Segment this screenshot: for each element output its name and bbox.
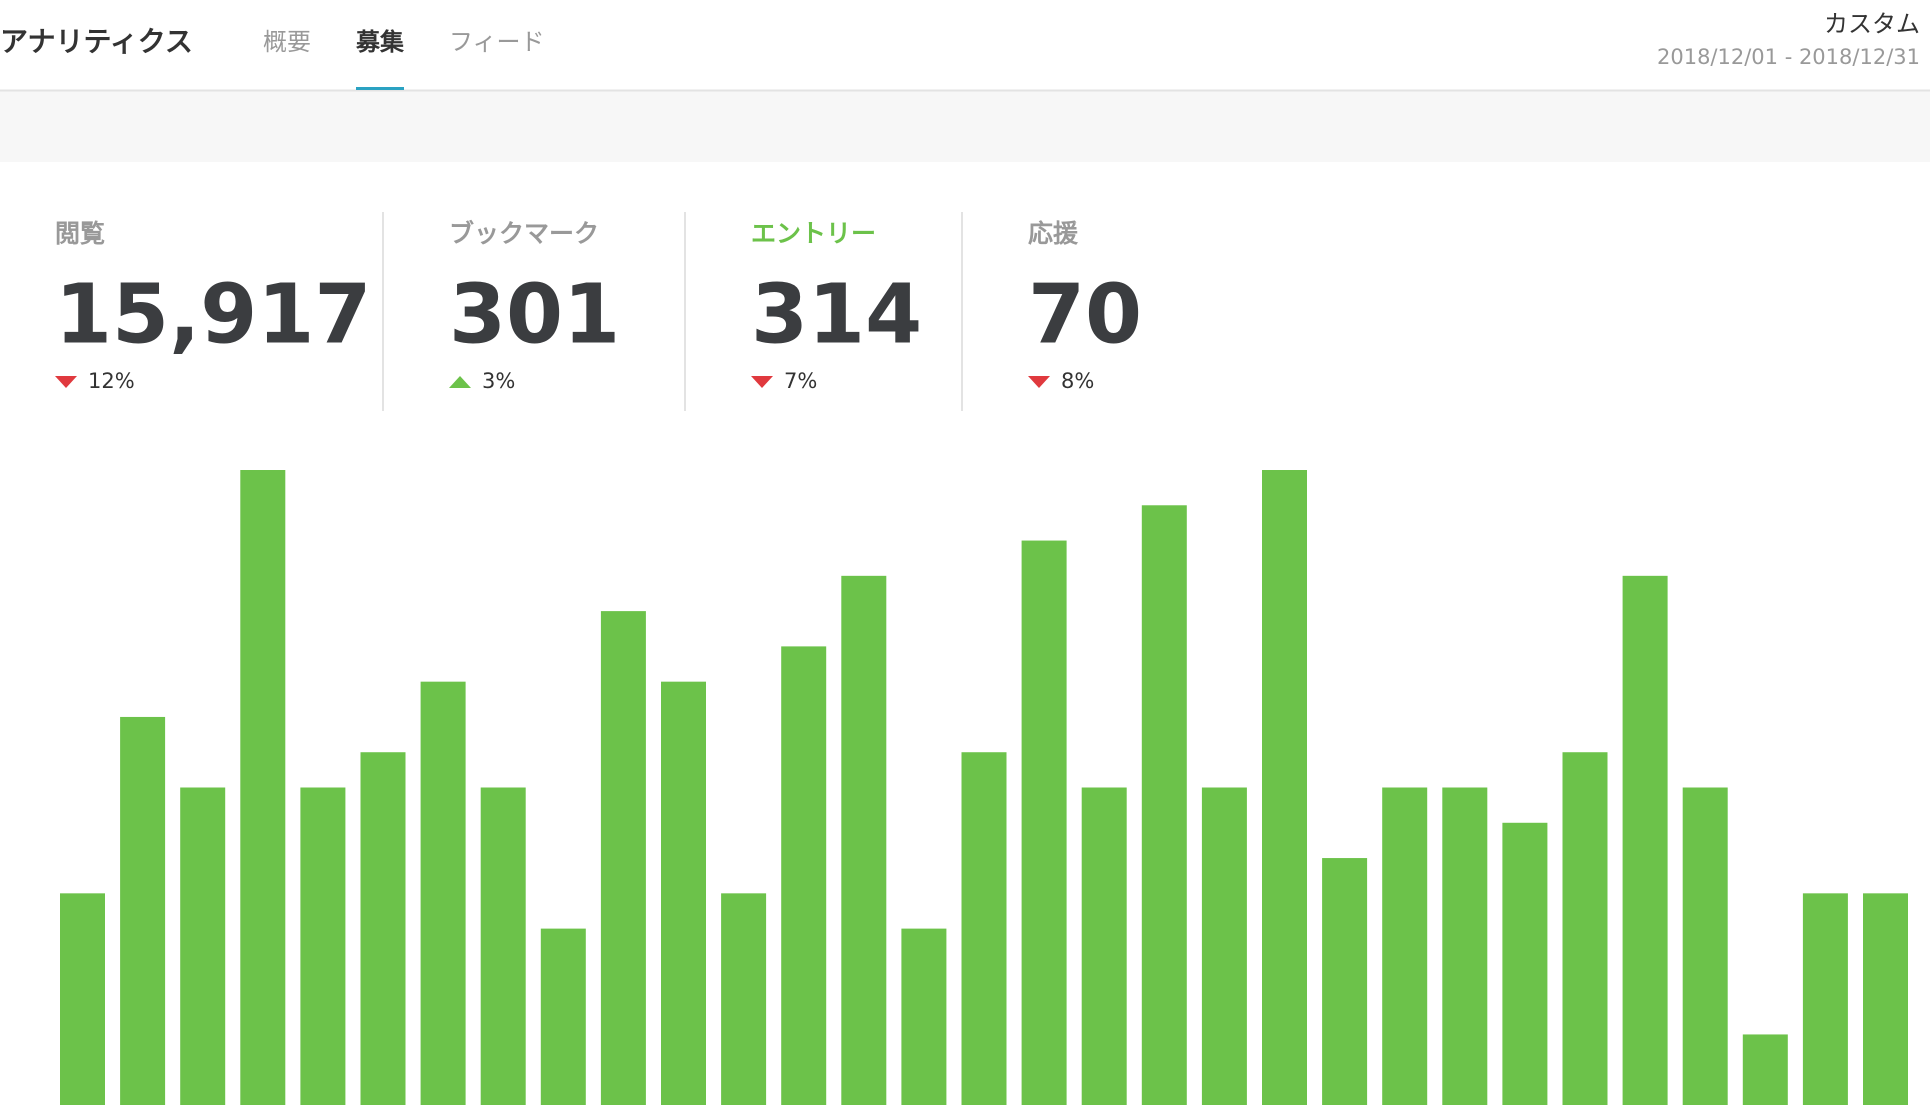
- stat-change: 12%: [88, 369, 135, 393]
- bar[interactable]: [1863, 893, 1908, 1105]
- bar[interactable]: [1442, 787, 1488, 1106]
- nav-tab[interactable]: 募集: [355, 28, 405, 56]
- bar[interactable]: [961, 752, 1007, 1105]
- trend-down-icon: [55, 376, 77, 388]
- stat-label[interactable]: 閲覧: [55, 219, 105, 248]
- bar[interactable]: [420, 681, 466, 1105]
- bar[interactable]: [360, 752, 406, 1105]
- bar[interactable]: [1802, 893, 1848, 1105]
- stat-value: 314: [751, 267, 922, 362]
- stat-change: 8%: [1061, 369, 1094, 393]
- bar[interactable]: [721, 893, 767, 1105]
- stat-value: 301: [449, 267, 620, 362]
- trend-down-icon: [1028, 376, 1050, 388]
- bar[interactable]: [180, 787, 226, 1106]
- bar[interactable]: [60, 893, 105, 1105]
- date-range[interactable]: 2018/12/01 - 2018/12/31: [1657, 45, 1920, 69]
- bar[interactable]: [1622, 575, 1668, 1105]
- stat-value: 70: [1028, 267, 1142, 362]
- filter-band: [0, 91, 1930, 162]
- bar[interactable]: [1021, 540, 1067, 1105]
- bar[interactable]: [661, 681, 706, 1105]
- bar[interactable]: [1562, 752, 1608, 1105]
- bar[interactable]: [480, 787, 526, 1106]
- range-label[interactable]: カスタム: [1824, 10, 1920, 38]
- bar[interactable]: [1382, 787, 1428, 1106]
- bar[interactable]: [901, 928, 947, 1105]
- page-title: アナリティクス: [0, 25, 193, 58]
- stat-label[interactable]: エントリー: [751, 219, 876, 248]
- bar[interactable]: [1081, 787, 1127, 1106]
- stat-label[interactable]: ブックマーク: [449, 219, 599, 248]
- bar[interactable]: [540, 928, 586, 1105]
- bar[interactable]: [600, 611, 646, 1105]
- nav-tab[interactable]: フィード: [449, 28, 545, 56]
- bar[interactable]: [1682, 787, 1728, 1106]
- bar[interactable]: [1262, 470, 1307, 1105]
- stat-change: 3%: [482, 369, 515, 393]
- tab-underline: [356, 87, 404, 90]
- bar[interactable]: [1502, 822, 1548, 1105]
- bar[interactable]: [1141, 505, 1187, 1105]
- stat-value: 15,917: [55, 267, 371, 362]
- bar[interactable]: [1322, 858, 1368, 1105]
- trend-down-icon: [751, 376, 773, 388]
- nav-tab[interactable]: 概要: [263, 28, 311, 56]
- stat-change: 7%: [784, 369, 817, 393]
- bar[interactable]: [240, 470, 286, 1105]
- bar[interactable]: [300, 787, 346, 1106]
- stat-label[interactable]: 応援: [1028, 219, 1079, 248]
- trend-up-icon: [449, 376, 471, 388]
- bar[interactable]: [120, 716, 166, 1105]
- bar[interactable]: [781, 646, 827, 1105]
- bar[interactable]: [1201, 787, 1247, 1106]
- bar[interactable]: [841, 575, 887, 1105]
- bar[interactable]: [1742, 1034, 1788, 1105]
